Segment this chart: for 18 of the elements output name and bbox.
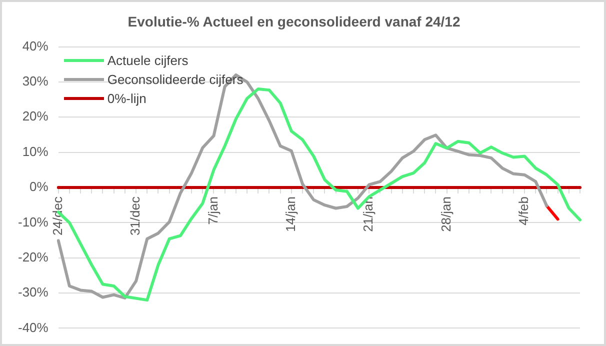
x-tick-label: 14/jan (283, 196, 298, 232)
y-tick-label: 20% (22, 108, 49, 124)
y-tick-label: -30% (18, 284, 49, 300)
x-tick-label: 7/jan (205, 196, 220, 225)
chart-title: Evolutie-% Actueel en geconsolideerd vanaf 24/12 (128, 13, 460, 30)
y-tick-label: 40% (22, 38, 49, 54)
legend-label: Actuele cijfers (107, 52, 188, 70)
y-tick-label: 10% (22, 144, 49, 159)
y-tick-label: 30% (22, 74, 49, 89)
x-tick-label: 28/jan (438, 196, 454, 232)
x-tick-label: 31/dec (128, 196, 143, 236)
legend-label: Geconsolideerde cijfers (107, 70, 244, 89)
y-tick-label: 0% (30, 179, 49, 194)
y-tick-label: -40% (18, 320, 49, 335)
legend-label: 0%-lijn (107, 90, 146, 108)
y-tick-label: -20% (18, 249, 49, 264)
x-tick-label: 4/feb (516, 196, 532, 226)
y-tick-label: -10% (18, 214, 49, 230)
